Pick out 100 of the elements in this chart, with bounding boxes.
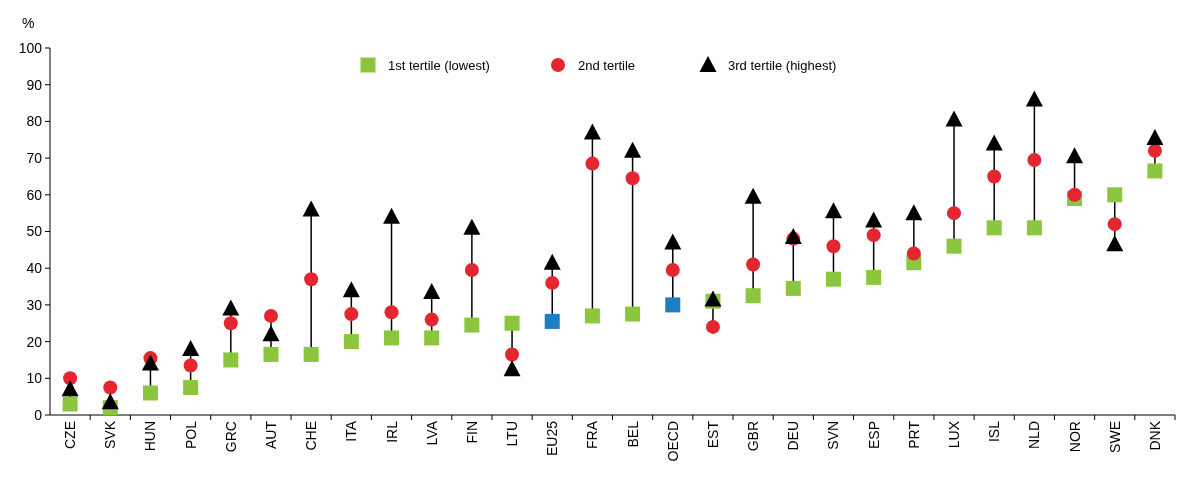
y-tick-label: 40 [26, 260, 43, 277]
x-tick-label: SWE [1106, 421, 1123, 453]
point [103, 380, 118, 395]
point [585, 156, 600, 171]
point [263, 308, 278, 323]
point [946, 238, 962, 254]
point [1066, 147, 1084, 164]
point [986, 220, 1002, 236]
x-tick-label: NOR [1066, 421, 1083, 453]
point [1107, 187, 1123, 203]
point [705, 319, 720, 334]
x-tick-label: FIN [463, 421, 480, 444]
legend-label: 3rd tertile (highest) [728, 57, 837, 73]
y-tick-label: 30 [26, 296, 43, 313]
point [1147, 143, 1162, 158]
point [101, 393, 119, 410]
y-tick-label: 10 [26, 370, 43, 387]
x-tick-label: SVN [825, 421, 842, 450]
x-tick-label: POL [182, 420, 199, 450]
point [342, 281, 360, 298]
point [223, 352, 239, 368]
point [1025, 90, 1043, 107]
point [1107, 217, 1122, 232]
point [141, 354, 159, 371]
point [463, 218, 481, 235]
point [584, 308, 600, 324]
point [262, 325, 280, 342]
y-tick-label: 80 [26, 113, 43, 130]
x-tick-label: PRT [905, 420, 922, 449]
x-tick-label: NLD [1026, 421, 1043, 450]
point [344, 307, 359, 322]
point [343, 334, 359, 350]
x-tick-label: DEU [785, 421, 802, 451]
point [985, 134, 1003, 151]
x-tick-label: CZE [62, 421, 79, 449]
x-tick-label: EU25 [544, 420, 561, 457]
point [384, 330, 400, 346]
point [543, 253, 561, 270]
point [1026, 220, 1042, 236]
x-tick-label: EST [704, 420, 721, 449]
y-axis-title: % [22, 15, 35, 31]
x-tick-label: AUT [262, 420, 279, 449]
point [383, 207, 401, 224]
point [384, 305, 399, 320]
point [424, 312, 439, 327]
x-tick-label: OECD [664, 421, 681, 462]
x-tick-label: HUN [142, 421, 159, 452]
point [905, 204, 923, 221]
point [866, 228, 881, 243]
point [625, 171, 640, 186]
point [504, 315, 520, 331]
x-tick-label: BEL [624, 420, 641, 448]
x-tick-label: IRL [383, 420, 400, 443]
y-tick-label: 60 [26, 186, 43, 203]
point [624, 141, 642, 158]
point [304, 272, 319, 287]
point [61, 380, 79, 397]
point [825, 271, 841, 287]
point [785, 280, 801, 296]
x-tick-label: GRC [222, 421, 239, 453]
point [505, 347, 520, 362]
y-tick-label: 50 [26, 223, 43, 240]
point [945, 110, 963, 127]
point [142, 385, 158, 401]
x-tick-label: ITA [343, 420, 360, 442]
point [303, 346, 319, 362]
x-tick-label: ISL [986, 420, 1003, 443]
point [183, 379, 199, 395]
point [583, 123, 601, 140]
point [423, 283, 441, 300]
point [503, 360, 521, 377]
point [263, 346, 279, 362]
point [222, 299, 240, 316]
point [544, 313, 560, 329]
point [1146, 128, 1164, 145]
y-tick-label: 70 [26, 150, 43, 166]
x-tick-label: LTU [504, 421, 521, 447]
point [464, 263, 479, 278]
x-tick-label: LUX [946, 420, 963, 449]
y-tick-label: 0 [34, 406, 43, 423]
x-tick-label: CHE [303, 421, 320, 451]
x-tick-label: LVA [423, 420, 440, 446]
x-tick-label: ESP [865, 421, 882, 450]
point [866, 269, 882, 285]
point [1106, 235, 1124, 252]
point [665, 263, 680, 278]
point [545, 275, 560, 290]
x-tick-label: SVK [102, 420, 119, 450]
point [865, 211, 883, 228]
point [223, 316, 238, 331]
point [664, 233, 682, 250]
legend-label: 1st tertile (lowest) [388, 57, 490, 73]
point [183, 358, 198, 373]
point [826, 239, 841, 254]
point [625, 306, 641, 322]
point [744, 187, 762, 204]
point [182, 339, 200, 356]
y-tick-label: 100 [18, 39, 43, 56]
y-tick-label: 20 [26, 333, 43, 350]
legend-label: 2nd tertile [578, 57, 636, 73]
